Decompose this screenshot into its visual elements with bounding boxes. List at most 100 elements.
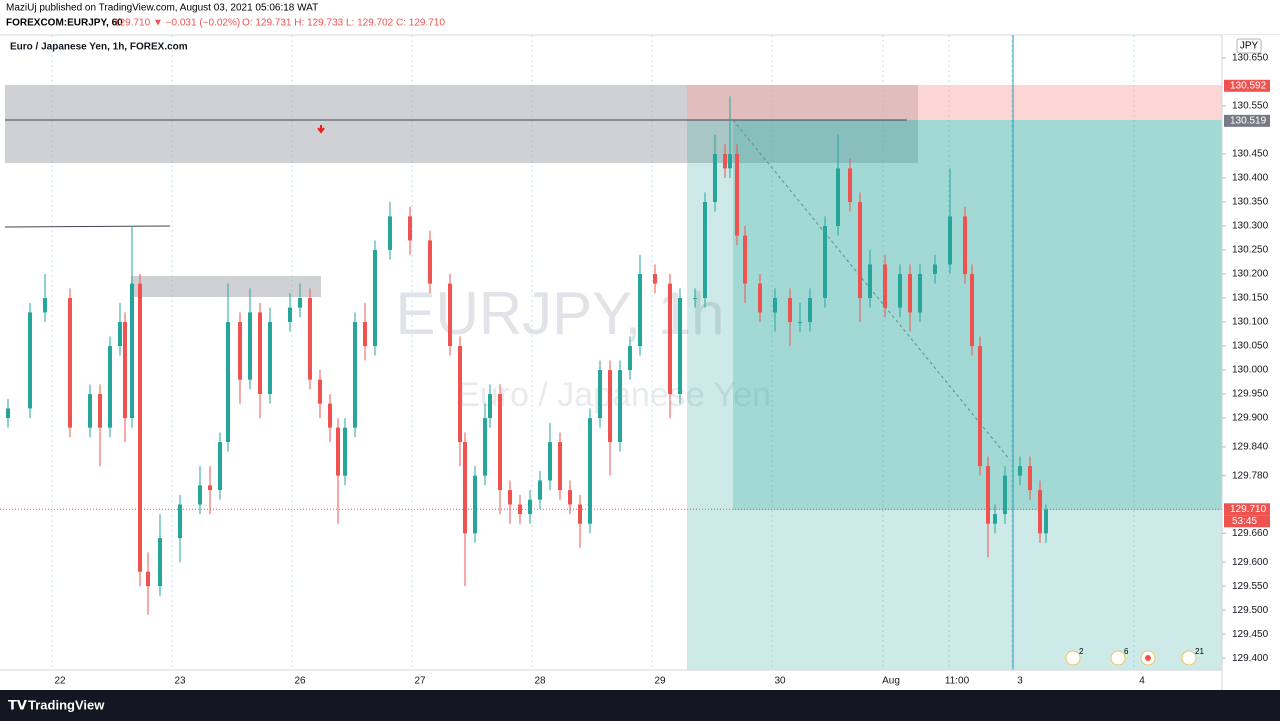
candle-body bbox=[653, 274, 657, 284]
candle-body bbox=[808, 298, 812, 323]
candle-body bbox=[308, 298, 312, 380]
x-tick-label: 3 bbox=[1017, 676, 1023, 687]
candle-body bbox=[773, 298, 777, 313]
y-tick-label: 130.150 bbox=[1232, 293, 1269, 304]
candle-body bbox=[703, 201, 707, 299]
candle-body bbox=[883, 264, 887, 308]
candle-body bbox=[743, 235, 747, 284]
candle-body bbox=[363, 322, 367, 347]
candle-body bbox=[1003, 475, 1007, 515]
candle-body bbox=[463, 442, 467, 534]
candle-body bbox=[288, 307, 292, 323]
y-tick-label: 130.300 bbox=[1232, 221, 1269, 232]
x-tick-label: 23 bbox=[174, 676, 186, 687]
candle-body bbox=[848, 168, 852, 202]
y-tick-label: 129.450 bbox=[1232, 629, 1269, 640]
candle-body bbox=[963, 216, 967, 275]
candle-body bbox=[758, 283, 762, 313]
x-tick-label: Aug bbox=[882, 676, 900, 687]
candle-body bbox=[328, 403, 332, 428]
candle-body bbox=[598, 370, 602, 419]
candle-body bbox=[508, 490, 512, 505]
candle-body bbox=[798, 322, 802, 324]
candle-body bbox=[258, 312, 262, 395]
countdown-bg bbox=[1224, 515, 1270, 528]
candle-body bbox=[948, 216, 952, 265]
candle-body bbox=[238, 322, 242, 380]
candle-body bbox=[138, 283, 142, 572]
arrow bbox=[317, 125, 325, 134]
event-count: 2 bbox=[1079, 647, 1084, 656]
price-tag bbox=[1224, 79, 1270, 92]
candle-body bbox=[388, 216, 392, 251]
candle-body bbox=[1044, 509, 1048, 534]
zone bbox=[131, 276, 321, 297]
candle-body bbox=[868, 264, 872, 299]
candle-body bbox=[713, 153, 717, 202]
event-dot bbox=[1145, 655, 1151, 661]
y-tick-label: 129.660 bbox=[1232, 528, 1269, 539]
x-tick-label: 29 bbox=[654, 676, 666, 687]
candle-body bbox=[735, 153, 739, 236]
y-tick-label: 129.780 bbox=[1232, 470, 1269, 481]
candle-body bbox=[208, 485, 212, 491]
event-icon[interactable] bbox=[1181, 650, 1197, 666]
candle-body bbox=[993, 514, 997, 524]
candle-body bbox=[578, 504, 582, 524]
header-bg bbox=[0, 0, 1280, 35]
candle-body bbox=[483, 418, 487, 476]
countdown: 53:45 bbox=[1232, 516, 1257, 527]
candle-body bbox=[28, 312, 32, 409]
candle-body bbox=[146, 571, 150, 587]
watermark: EURJPY, 1h bbox=[395, 280, 724, 347]
candle-body bbox=[198, 485, 202, 505]
stop-area bbox=[687, 85, 1222, 120]
candle-body bbox=[978, 346, 982, 467]
x-tick-label: 30 bbox=[774, 676, 786, 687]
candle-body bbox=[473, 475, 477, 534]
candle-body bbox=[488, 394, 492, 419]
candle-body bbox=[178, 504, 182, 539]
candle-body bbox=[1038, 490, 1042, 534]
candle-body bbox=[970, 274, 974, 347]
candle-body bbox=[898, 274, 902, 308]
candle-body bbox=[353, 322, 357, 428]
x-tick-label: 22 bbox=[54, 676, 66, 687]
event-icon[interactable] bbox=[1110, 650, 1126, 666]
trend-line bbox=[732, 119, 1011, 461]
candle-body bbox=[986, 466, 990, 524]
y-tick-label: 129.550 bbox=[1232, 581, 1269, 592]
candle-body bbox=[158, 538, 162, 587]
candle-body bbox=[218, 442, 222, 491]
candle-body bbox=[558, 442, 562, 491]
candle-body bbox=[298, 298, 302, 308]
publisher: MaziUj published on TradingView.com, Aug… bbox=[6, 3, 318, 14]
target-filled bbox=[733, 120, 1222, 510]
candle-body bbox=[118, 322, 122, 347]
currency-box bbox=[1236, 38, 1262, 54]
candle-body bbox=[373, 250, 377, 347]
event-icon[interactable] bbox=[1065, 650, 1081, 666]
events: 2 6 21 bbox=[1065, 647, 1204, 666]
candle-body bbox=[498, 394, 502, 491]
y-tick-label: 129.600 bbox=[1232, 557, 1269, 568]
candle-body bbox=[908, 274, 912, 313]
candle-body bbox=[548, 442, 552, 481]
candle-body bbox=[6, 408, 10, 419]
y-tick-label: 130.200 bbox=[1232, 269, 1269, 280]
y-tick-label: 130.350 bbox=[1232, 197, 1269, 208]
candle-body bbox=[836, 168, 840, 227]
price-tag-label: 130.519 bbox=[1230, 115, 1267, 126]
candle-body bbox=[428, 240, 432, 284]
chart-title: Euro / Japanese Yen, 1h, FOREX.com bbox=[10, 42, 188, 53]
x-tick-label: 27 bbox=[414, 676, 426, 687]
candle-body bbox=[538, 480, 542, 500]
candle-body bbox=[458, 346, 462, 443]
candle-body bbox=[43, 298, 47, 313]
candle-body bbox=[408, 216, 412, 241]
watermark-sub: Euro / Japanese Yen bbox=[457, 376, 771, 414]
target-area bbox=[687, 120, 1222, 670]
y-tick-label: 130.450 bbox=[1232, 149, 1269, 160]
